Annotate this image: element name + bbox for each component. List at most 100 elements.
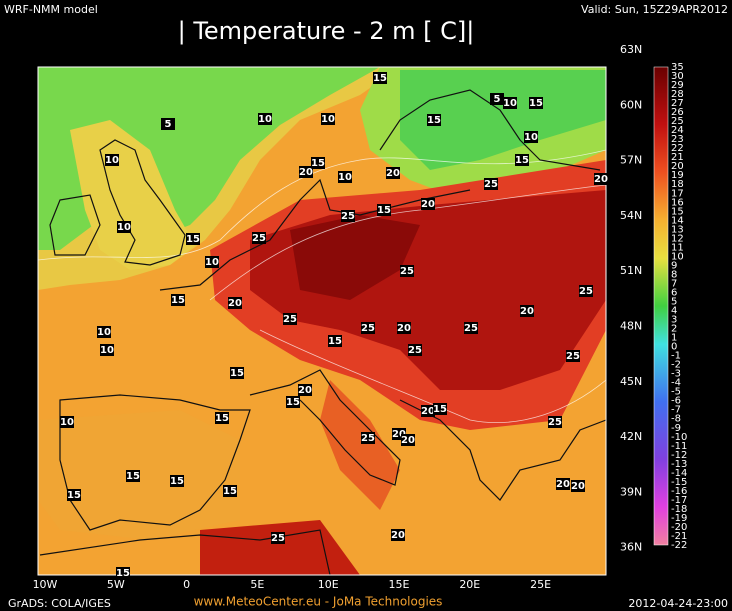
colorbar-label: 35 <box>671 62 684 73</box>
colorbar-label: -10 <box>671 432 687 443</box>
contour-label-box <box>490 93 504 105</box>
isotherm <box>38 149 606 261</box>
colorbar-label: -7 <box>671 405 681 416</box>
contour-label: 20 <box>421 406 435 417</box>
contour-label: 25 <box>271 533 285 544</box>
contour-label: 25 <box>400 266 414 277</box>
lat-label: 63N <box>620 43 642 56</box>
contour-label: 20 <box>298 385 312 396</box>
colorbar-label: -14 <box>671 468 687 479</box>
contour-label: 25 <box>283 314 297 325</box>
colorbar-label: -22 <box>671 540 687 551</box>
colorbar-label: -12 <box>671 450 687 461</box>
field-zone <box>200 520 360 575</box>
lat-label: 48N <box>620 320 642 333</box>
lat-label: 54N <box>620 209 642 222</box>
contour-label: 20 <box>571 481 585 492</box>
contour-label: 15 <box>186 234 200 245</box>
footer-left: GrADS: COLA/IGES <box>8 597 111 610</box>
colorbar-label: 4 <box>671 306 677 317</box>
coastline <box>379 89 601 171</box>
colorbar-label: -21 <box>671 531 687 542</box>
contour-label-box <box>524 131 538 143</box>
lat-label: 36N <box>620 541 642 554</box>
contour-label: 20 <box>386 168 400 179</box>
colorbar-label: 28 <box>671 89 684 100</box>
coastline <box>49 194 101 256</box>
contour-label-box <box>230 367 244 379</box>
lon-label: 5E <box>250 578 264 591</box>
contour-label: 25 <box>341 211 355 222</box>
contour-label-box <box>361 432 375 444</box>
contour-label-box <box>427 114 441 126</box>
colorbar-label: -6 <box>671 396 681 407</box>
contour-label: 25 <box>548 417 562 428</box>
colorbar-label: -15 <box>671 477 687 488</box>
colorbar-label: -13 <box>671 459 687 470</box>
contour-label-box <box>215 412 229 424</box>
contour-label-box <box>105 154 119 166</box>
contour-label: 10 <box>258 114 272 125</box>
contour-label: 15 <box>67 490 81 501</box>
contour-label: 15 <box>223 486 237 497</box>
contour-label: 15 <box>286 397 300 408</box>
contour-label: 20 <box>397 323 411 334</box>
lon-label: 0 <box>183 578 190 591</box>
colorbar-label: 26 <box>671 107 684 118</box>
colorbar-label: 29 <box>671 80 684 91</box>
contour-label: 15 <box>427 115 441 126</box>
colorbar <box>653 66 669 546</box>
colorbar-label: -2 <box>671 360 681 371</box>
colorbar-label: 18 <box>671 179 684 190</box>
contour-label: 10 <box>100 345 114 356</box>
contour-label-box <box>97 326 111 338</box>
contour-label-box <box>283 313 297 325</box>
colorbar-label: 6 <box>671 287 677 298</box>
contour-label-box <box>515 154 529 166</box>
contour-label: 15 <box>126 471 140 482</box>
lat-label: 57N <box>620 154 642 167</box>
colorbar-label: 10 <box>671 251 684 262</box>
contour-label: 25 <box>361 323 375 334</box>
colorbar-label: 25 <box>671 116 684 127</box>
map-area <box>38 67 606 575</box>
contour-label-box <box>298 384 312 396</box>
isotherm <box>259 329 606 423</box>
contour-label: 20 <box>594 174 608 185</box>
contour-label: 10 <box>97 327 111 338</box>
contour-label: 10 <box>105 155 119 166</box>
colorbar-label: -8 <box>671 414 681 425</box>
lon-label: 20E <box>459 578 480 591</box>
lat-label: 45N <box>620 375 642 388</box>
contour-label-box <box>205 256 219 268</box>
contour-label-box <box>529 97 543 109</box>
colorbar-label: 12 <box>671 233 684 244</box>
colorbar-label: 20 <box>671 161 684 172</box>
map-title: | Temperature - 2 m [ C]| <box>178 17 475 45</box>
contour-label: 15 <box>311 158 325 169</box>
contour-label-box <box>126 470 140 482</box>
contour-label-box <box>373 72 387 84</box>
contour-label-box <box>520 305 534 317</box>
contour-label: 15 <box>116 568 130 579</box>
contour-label-box <box>386 167 400 179</box>
colorbar-label: 19 <box>671 170 684 181</box>
contour-label: 15 <box>529 98 543 109</box>
colorbar-label: -16 <box>671 486 687 497</box>
contour-label-box <box>186 233 200 245</box>
contour-label: 15 <box>170 476 184 487</box>
colorbar-label: -4 <box>671 378 681 389</box>
contour-label: 20 <box>299 167 313 178</box>
contour-label: 15 <box>215 413 229 424</box>
coastline <box>39 529 331 575</box>
contour-label-box <box>117 221 131 233</box>
colorbar-label: -20 <box>671 522 687 533</box>
contour-label-box <box>421 405 435 417</box>
contour-label-box <box>400 265 414 277</box>
contour-label-box <box>60 416 74 428</box>
contour-label: 25 <box>464 323 478 334</box>
contour-label-box <box>228 297 242 309</box>
field-zone <box>290 215 420 300</box>
colorbar-label: 14 <box>671 215 684 226</box>
